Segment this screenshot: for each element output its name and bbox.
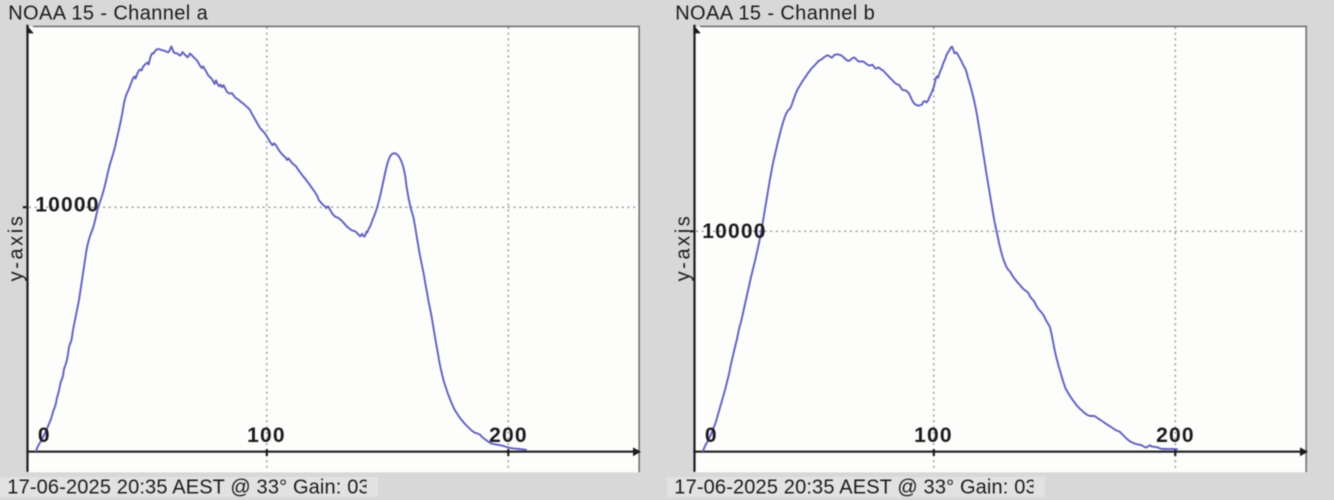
svg-text:17-06-2025 20:35 AEST @ 33° Ga: 17-06-2025 20:35 AEST @ 33° Gain: 03 xyxy=(7,477,369,499)
svg-text:NOAA 15 - Channel b: NOAA 15 - Channel b xyxy=(675,2,875,24)
svg-text:200: 200 xyxy=(1156,424,1195,447)
svg-text:0: 0 xyxy=(38,424,51,447)
svg-text:y-axis: y-axis xyxy=(5,214,27,282)
svg-text:y-axis: y-axis xyxy=(672,214,694,282)
svg-text:0: 0 xyxy=(705,424,718,447)
svg-text:100: 100 xyxy=(914,424,953,447)
svg-text:10000: 10000 xyxy=(35,194,99,217)
svg-text:17-06-2025 20:35 AEST @ 33° Ga: 17-06-2025 20:35 AEST @ 33° Gain: 03 xyxy=(674,477,1036,499)
svg-text:10000: 10000 xyxy=(702,220,766,243)
svg-text:100: 100 xyxy=(247,424,286,447)
svg-text:NOAA 15 - Channel a: NOAA 15 - Channel a xyxy=(8,2,208,24)
svg-text:200: 200 xyxy=(489,424,528,447)
